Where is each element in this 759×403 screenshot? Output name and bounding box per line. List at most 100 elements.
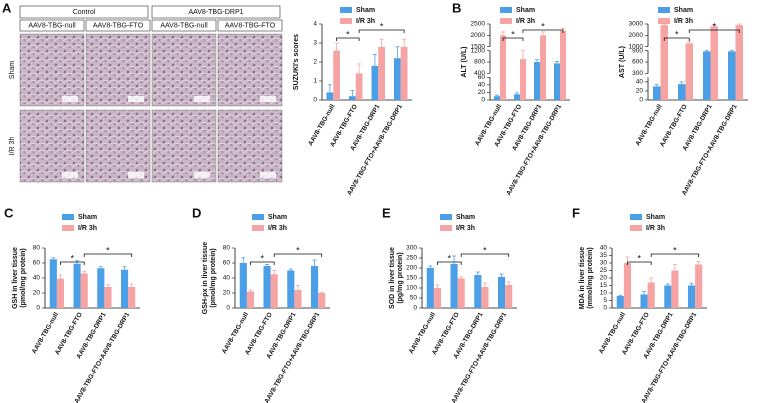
y-tick-label: 40: [600, 245, 608, 252]
bar: [426, 268, 434, 308]
bar: [318, 293, 326, 308]
y-tick-label: 40: [478, 82, 486, 89]
bar: [534, 62, 540, 100]
legend-label: I/R 3h: [356, 18, 375, 25]
error-bar: [649, 277, 654, 283]
error-bar: [495, 94, 499, 97]
error-bar: [51, 257, 56, 260]
error-bar: [618, 294, 623, 296]
scale-bar: [128, 172, 144, 178]
bar: [498, 277, 506, 308]
bar: [678, 84, 686, 100]
bar: [647, 282, 655, 308]
legend-swatch: [440, 214, 452, 220]
error-bar: [665, 283, 670, 286]
y-axis-label: (pg/mg protein): [397, 252, 404, 303]
significance-bracket: [627, 261, 652, 265]
bar: [104, 287, 112, 308]
y-tick-label: 300: [406, 245, 417, 252]
y-tick-label: 3000: [629, 21, 644, 28]
y-tick-label: 900: [632, 47, 643, 54]
error-bar: [58, 274, 63, 279]
histology-image: [217, 33, 283, 107]
y-tick-label: 2000: [629, 32, 644, 39]
significance-label: *: [712, 21, 716, 31]
error-bar: [122, 266, 127, 270]
error-bar: [379, 38, 384, 47]
y-tick-label: 1: [313, 78, 317, 85]
significance-bracket: [60, 261, 85, 265]
bar: [494, 96, 500, 100]
legend-swatch: [630, 225, 642, 231]
y-axis-label: SUZUKI's scores: [293, 34, 300, 90]
error-bar: [272, 270, 277, 275]
scale-bar: [260, 96, 276, 102]
bar: [49, 259, 57, 308]
y-tick-label: 1500: [471, 43, 486, 50]
significance-label: *: [380, 21, 384, 31]
error-bar: [689, 282, 694, 286]
y-tick-label: 20: [478, 89, 486, 96]
significance-bracket: [273, 253, 323, 257]
legend-label: Sham: [646, 214, 665, 221]
error-bar: [357, 63, 362, 74]
legend-swatch: [62, 225, 74, 231]
bar: [540, 35, 546, 101]
group-header-box: [151, 5, 281, 19]
histology-image: [19, 109, 85, 183]
error-bar: [372, 54, 377, 66]
y-tick-label: 20: [223, 290, 231, 297]
y-tick-label: 2000: [471, 32, 486, 39]
y-axis-label: (pmol/mg protein): [20, 248, 27, 308]
bar: [623, 263, 631, 308]
legend-label: I/R 3h: [456, 225, 475, 232]
y-tick-label: 250: [406, 255, 417, 262]
column-header: AAV8-TBG-FTO: [93, 22, 144, 29]
error-bar: [435, 284, 440, 288]
bar: [520, 59, 526, 100]
bar: [505, 285, 513, 308]
legend-swatch: [340, 18, 352, 24]
legend-label: Sham: [268, 214, 287, 221]
bar: [514, 94, 520, 100]
significance-bracket: [83, 253, 133, 257]
error-bar: [98, 266, 103, 269]
error-bar: [402, 38, 407, 47]
significance-label: *: [638, 253, 642, 263]
y-axis-label: (pmol/mg protein): [210, 248, 217, 308]
error-bar: [265, 264, 270, 266]
scale-bar: [194, 96, 210, 102]
legend-label: Sham: [356, 7, 375, 14]
scale-bar: [128, 96, 144, 102]
error-bar: [482, 282, 487, 287]
error-bar: [129, 283, 134, 287]
y-tick-label: 40: [636, 79, 644, 86]
group-header: Control: [73, 9, 96, 16]
error-bar: [459, 276, 464, 279]
legend-swatch: [658, 18, 670, 24]
legend-swatch: [252, 225, 264, 231]
y-tick-label: 800: [474, 59, 485, 66]
error-bar: [327, 84, 332, 93]
error-bar: [295, 285, 300, 290]
histology-image: [85, 33, 151, 107]
x-tick-label: AAV8-TBG-null: [634, 103, 663, 147]
significance-label: *: [106, 245, 110, 255]
error-bar: [334, 42, 339, 51]
error-bar: [515, 92, 519, 95]
error-bar: [679, 81, 684, 85]
error-bar: [248, 289, 253, 292]
bar: [695, 264, 703, 308]
y-tick-label: 2: [313, 59, 317, 66]
bar: [450, 264, 458, 308]
panel-label: A: [2, 0, 12, 15]
legend-swatch: [500, 7, 512, 13]
y-tick-label: 0: [313, 97, 317, 104]
bar: [263, 266, 271, 308]
y-tick-label: 0: [639, 97, 643, 104]
y-axis-label: SOD in liver tissue: [389, 247, 396, 309]
bar: [73, 263, 81, 308]
error-bar: [737, 23, 742, 26]
group-header-box: [19, 5, 149, 19]
bar: [355, 73, 363, 100]
